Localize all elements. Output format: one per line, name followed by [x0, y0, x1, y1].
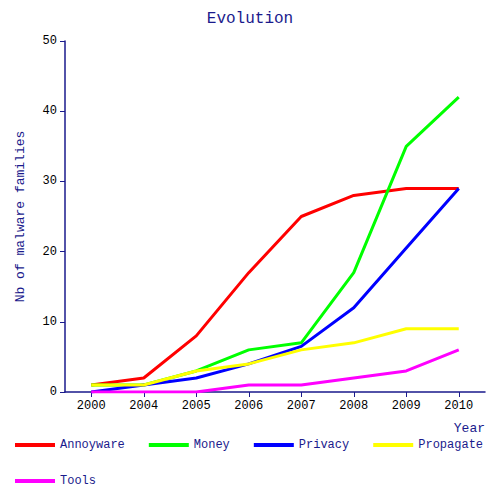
svg-text:Annoyware: Annoyware [60, 438, 125, 452]
svg-text:2008: 2008 [339, 399, 368, 413]
svg-text:2000: 2000 [77, 399, 106, 413]
svg-text:Tools: Tools [60, 474, 96, 488]
svg-text:Year: Year [454, 421, 485, 436]
svg-text:30: 30 [43, 174, 57, 188]
svg-text:2004: 2004 [129, 399, 158, 413]
svg-text:Propagate: Propagate [418, 438, 483, 452]
svg-text:50: 50 [43, 34, 57, 48]
svg-text:0: 0 [50, 385, 57, 399]
svg-text:10: 10 [43, 315, 57, 329]
svg-text:Evolution: Evolution [207, 10, 293, 28]
svg-text:2009: 2009 [392, 399, 421, 413]
svg-text:2007: 2007 [287, 399, 316, 413]
svg-text:20: 20 [43, 245, 57, 259]
svg-text:2005: 2005 [182, 399, 211, 413]
svg-text:2006: 2006 [234, 399, 263, 413]
svg-text:40: 40 [43, 104, 57, 118]
svg-text:Money: Money [194, 438, 230, 452]
svg-text:Nb of malware families: Nb of malware families [13, 131, 28, 303]
svg-text:2010: 2010 [444, 399, 473, 413]
svg-text:Privacy: Privacy [299, 438, 349, 452]
